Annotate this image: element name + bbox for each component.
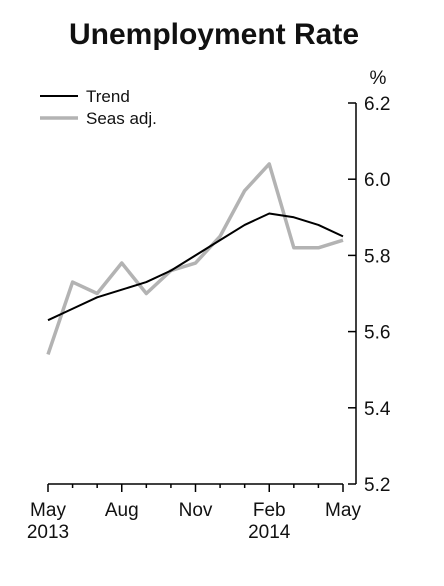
y-tick-label: 5.8: [364, 246, 390, 267]
x-tick-label: May: [325, 500, 361, 521]
chart-title: Unemployment Rate: [69, 18, 359, 51]
x-tick-label: Aug: [105, 500, 139, 521]
y-tick-label: 5.4: [364, 399, 391, 420]
x-tick-label: Nov: [179, 500, 213, 521]
x-tick-label: Feb 2014: [248, 500, 291, 543]
legend-label: Trend: [86, 87, 130, 106]
legend-label: Seas adj.: [86, 109, 157, 128]
series-line: [46, 162, 344, 356]
x-tick-label: May 2013: [27, 500, 69, 543]
y-tick-label: 6.0: [364, 170, 390, 191]
y-tick-label: 5.6: [364, 323, 390, 344]
y-unit-label: %: [370, 68, 387, 89]
series-line: [47, 212, 344, 322]
y-tick-label: 6.2: [364, 94, 390, 115]
y-tick-label: 5.2: [364, 475, 390, 496]
